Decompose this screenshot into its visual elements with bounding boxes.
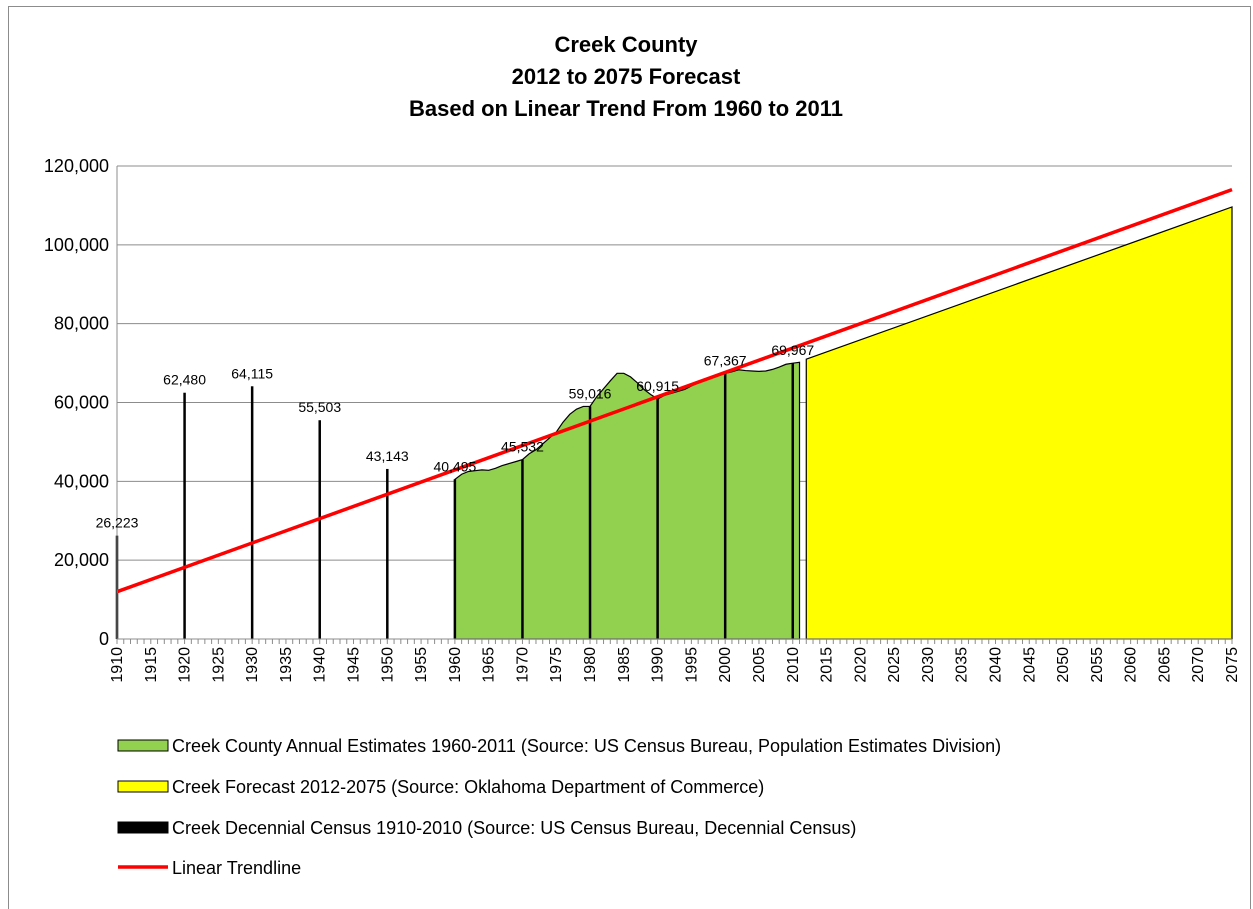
- census-bar: [521, 459, 524, 639]
- x-tick-label: 1910: [109, 647, 126, 683]
- x-tick-label: 1950: [379, 647, 396, 683]
- legend: Creek County Annual Estimates 1960-2011 …: [117, 736, 1001, 878]
- legend-swatch: [117, 780, 169, 793]
- census-bar: [250, 386, 254, 639]
- y-tick-label: 0: [99, 629, 109, 649]
- plot-area: [115, 188, 1233, 640]
- y-tick-label: 40,000: [54, 471, 109, 491]
- x-tick-label: 1960: [447, 647, 464, 683]
- legend-swatch: [117, 739, 169, 752]
- x-tick-label: 1975: [548, 647, 565, 683]
- x-tick-label: 2060: [1123, 647, 1140, 683]
- data-labels: 26,223 62,480 64,115 55,503 43,143 40,495 45,5…: [96, 342, 815, 530]
- census-data-label: 60,915: [636, 378, 679, 394]
- x-tick-label: 2055: [1089, 647, 1106, 683]
- x-tick-label: 2075: [1224, 647, 1241, 683]
- census-bar: [386, 468, 389, 639]
- legend-swatch: [117, 821, 169, 834]
- chart-title-line-1: Creek County: [554, 32, 698, 57]
- x-tick-label: 2045: [1021, 647, 1038, 683]
- x-tick-label: 1945: [346, 647, 363, 683]
- x-tick-label: 2020: [852, 647, 869, 683]
- x-tick-label: 1915: [143, 647, 160, 683]
- census-data-label: 62,480: [163, 372, 206, 388]
- legend-label: Linear Trendline: [172, 858, 301, 878]
- census-data-label: 59,016: [569, 385, 612, 401]
- trendline: [116, 188, 1233, 594]
- chart-title-line-3: Based on Linear Trend From 1960 to 2011: [409, 96, 843, 121]
- chart-title-line-2: 2012 to 2075 Forecast: [512, 64, 741, 89]
- y-tick-label: 60,000: [54, 393, 109, 413]
- axes: 0 20,000 40,000 60,000 80,000 100,000 120,000 1…: [44, 156, 1241, 683]
- forecast-area: [805, 206, 1233, 640]
- x-tick-label: 2030: [920, 647, 937, 683]
- census-bar: [791, 363, 795, 639]
- y-tick-label: 80,000: [54, 314, 109, 334]
- x-tick-label: 1925: [210, 647, 227, 683]
- census-bar: [656, 398, 659, 639]
- census-data-label: 69,967: [771, 342, 814, 358]
- x-tick-label: 2015: [819, 647, 836, 683]
- census-data-label: 67,367: [704, 352, 747, 368]
- legend-label: Creek Decennial Census 1910-2010 (Source…: [172, 818, 856, 838]
- x-tick-label: 1930: [244, 647, 261, 683]
- x-tick-label: 1970: [514, 647, 531, 683]
- x-tick-label: 2000: [717, 647, 734, 683]
- census-bar: [183, 392, 186, 639]
- x-tick-label: 2040: [987, 647, 1004, 683]
- census-data-label: 55,503: [298, 399, 341, 415]
- x-tick-label: 2035: [954, 647, 971, 683]
- x-tick-label: 1990: [650, 647, 667, 683]
- census-bar: [453, 479, 457, 639]
- chart-title: Creek County 2012 to 2075 Forecast Based…: [409, 32, 843, 121]
- y-tick-label: 100,000: [44, 235, 109, 255]
- x-tick-label: 1995: [683, 647, 700, 683]
- census-bar: [723, 373, 727, 639]
- x-tick-label: 2005: [751, 647, 768, 683]
- census-data-label: 40,495: [433, 458, 476, 474]
- annual-estimates-area: [454, 361, 801, 640]
- y-tick-label: 120,000: [44, 156, 109, 176]
- x-tick-label: 2070: [1190, 647, 1207, 683]
- x-tick-label: 2025: [886, 647, 903, 683]
- legend-label: Creek Forecast 2012-2075 (Source: Oklaho…: [172, 777, 764, 797]
- x-tick-label: 1920: [177, 647, 194, 683]
- census-data-label: 64,115: [231, 365, 273, 381]
- x-tick-label: 2065: [1156, 647, 1173, 683]
- census-data-label: 43,143: [366, 448, 409, 464]
- census-data-label: 26,223: [96, 515, 139, 531]
- x-tick-label: 1935: [278, 647, 295, 683]
- legend-label: Creek County Annual Estimates 1960-2011 …: [172, 736, 1001, 756]
- x-tick-label: 1965: [481, 647, 498, 683]
- x-tick-label: 2010: [785, 647, 802, 683]
- census-data-label: 45,532: [501, 439, 544, 455]
- census-bar: [588, 406, 592, 639]
- x-tick-label: 1980: [582, 647, 599, 683]
- x-tick-label: 2050: [1055, 647, 1072, 683]
- x-tick-label: 1940: [312, 647, 329, 683]
- x-tick-label: 1985: [616, 647, 633, 683]
- y-tick-label: 20,000: [54, 550, 109, 570]
- census-bar: [318, 420, 321, 639]
- x-tick-label: 1955: [413, 647, 430, 683]
